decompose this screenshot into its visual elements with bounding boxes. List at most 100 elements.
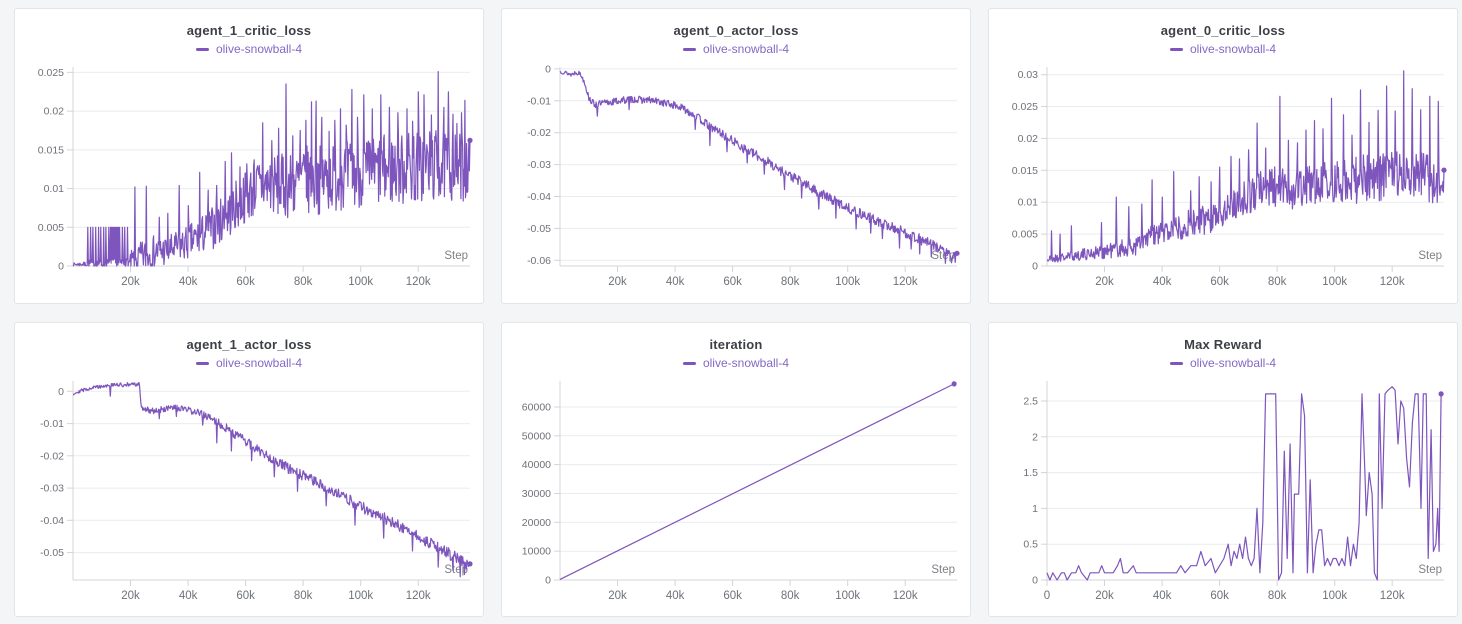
y-tick-label: 2	[1032, 431, 1038, 443]
y-tick-label: 0.025	[38, 67, 64, 79]
x-axis-step-label: Step	[444, 564, 468, 576]
legend-run-label: olive-snowball-4	[215, 42, 303, 56]
x-axis-step-label: Step	[1418, 564, 1442, 576]
y-tick-label: 0	[58, 261, 64, 273]
series-line	[72, 71, 471, 267]
y-tick-label: -0.03	[40, 483, 64, 495]
chart-svg[interactable]: 0 0.5 1 1.5 2 2.5 0 20k 40k 60k 80k 100k 120k Step	[989, 373, 1457, 611]
x-tick-label: 40k	[666, 590, 685, 602]
legend-item[interactable]: olive-snowball-4	[15, 41, 483, 57]
x-tick-label: 40k	[179, 590, 198, 602]
x-tick-label: 100k	[1322, 590, 1347, 602]
legend-run-label: olive-snowball-4	[1189, 42, 1277, 56]
line-chart-plot-area[interactable]: 0 0.5 1 1.5 2 2.5 0 20k 40k 60k 80k 100k 120k Step	[989, 373, 1457, 611]
y-tick-label: 0.02	[1018, 133, 1039, 145]
x-tick-label: 40k	[1153, 590, 1172, 602]
legend-item[interactable]: olive-snowball-4	[15, 355, 483, 371]
y-tick-label: 0.025	[1012, 101, 1038, 113]
legend-run-label: olive-snowball-4	[215, 356, 303, 370]
legend-run-label: olive-snowball-4	[702, 42, 790, 56]
legend-swatch-icon	[195, 361, 209, 365]
y-tick-label: -0.01	[527, 95, 551, 107]
x-tick-label: 80k	[1268, 276, 1287, 288]
legend-swatch-icon	[682, 361, 696, 365]
y-tick-label: -0.05	[527, 223, 551, 235]
chart-svg[interactable]: 0 0.005 0.01 0.015 0.02 0.025 20k 40k 60k 80k 100k…	[15, 59, 483, 297]
legend-item[interactable]: olive-snowball-4	[989, 355, 1457, 371]
y-tick-label: 0	[1032, 575, 1038, 587]
x-tick-label: 0	[1044, 590, 1050, 602]
line-chart-plot-area[interactable]: 0 10000 20000 30000 40000 50000 60000 20k 40k 60k…	[502, 373, 970, 611]
legend-run-label: olive-snowball-4	[1189, 356, 1277, 370]
x-tick-label: 120k	[406, 590, 431, 602]
x-tick-label: 100k	[1322, 276, 1347, 288]
chart-panel-max-reward: Max Reward olive-snowball-4 0 0.5 1 1.5 2 2.5…	[988, 322, 1458, 617]
chart-title: iteration	[709, 337, 763, 352]
series-line	[1046, 70, 1445, 263]
chart-svg[interactable]: 0 -0.01 -0.02 -0.03 -0.04 -0.05 -0.06 20k 40k 60k…	[502, 59, 970, 297]
y-tick-label: 0	[58, 386, 64, 398]
x-tick-label: 100k	[348, 276, 373, 288]
x-tick-label: 40k	[666, 276, 685, 288]
x-tick-label: 20k	[121, 276, 140, 288]
x-tick-label: 80k	[781, 590, 800, 602]
x-tick-label: 100k	[348, 590, 373, 602]
x-tick-label: 60k	[1210, 276, 1229, 288]
y-tick-label: 30000	[522, 488, 551, 500]
x-tick-label: 120k	[893, 590, 918, 602]
y-tick-label: 0.01	[1018, 197, 1039, 209]
x-tick-label: 40k	[179, 276, 198, 288]
y-tick-label: 0	[545, 575, 551, 587]
x-tick-label: 60k	[236, 276, 255, 288]
x-tick-label: 20k	[1095, 276, 1114, 288]
line-chart-plot-area[interactable]: 0 -0.01 -0.02 -0.03 -0.04 -0.05 20k 40k 60k 80k 10…	[15, 373, 483, 611]
y-tick-label: -0.01	[40, 418, 64, 430]
x-tick-label: 20k	[1095, 590, 1114, 602]
y-tick-label: 0.015	[1012, 165, 1038, 177]
line-chart-plot-area[interactable]: 0 0.005 0.01 0.015 0.02 0.025 0.03 20k 40k 60k 80k…	[989, 59, 1457, 297]
y-tick-label: 1	[1032, 503, 1038, 515]
chart-svg[interactable]: 0 0.005 0.01 0.015 0.02 0.025 0.03 20k 40k 60k 80k…	[989, 59, 1457, 297]
x-axis-step-label: Step	[444, 250, 468, 262]
x-axis-step-label: Step	[931, 564, 955, 576]
legend-swatch-icon	[195, 47, 209, 51]
legend-run-label: olive-snowball-4	[702, 356, 790, 370]
chart-panel-agent-1-actor-loss: agent_1_actor_loss olive-snowball-4 0 -0.…	[14, 322, 484, 617]
y-tick-label: 2.5	[1023, 396, 1038, 408]
x-tick-label: 20k	[608, 590, 627, 602]
x-tick-label: 60k	[723, 276, 742, 288]
legend-swatch-icon	[682, 47, 696, 51]
x-tick-label: 40k	[1153, 276, 1172, 288]
x-tick-label: 60k	[1210, 590, 1229, 602]
legend-item[interactable]: olive-snowball-4	[502, 355, 970, 371]
series-end-dot	[467, 561, 473, 567]
chart-svg[interactable]: 0 -0.01 -0.02 -0.03 -0.04 -0.05 20k 40k 60k 80k 10…	[15, 373, 483, 611]
line-chart-plot-area[interactable]: 0 0.005 0.01 0.015 0.02 0.025 20k 40k 60k 80k 100k…	[15, 59, 483, 297]
chart-title: agent_1_actor_loss	[186, 337, 312, 352]
series-line	[559, 70, 958, 264]
line-chart-plot-area[interactable]: 0 -0.01 -0.02 -0.03 -0.04 -0.05 -0.06 20k 40k 60k…	[502, 59, 970, 297]
series-end-dot	[1438, 391, 1444, 397]
legend-item[interactable]: olive-snowball-4	[502, 41, 970, 57]
x-tick-label: 80k	[294, 276, 313, 288]
y-tick-label: 0	[545, 63, 551, 75]
y-tick-label: -0.03	[527, 159, 551, 171]
chart-panel-agent-0-actor-loss: agent_0_actor_loss olive-snowball-4 0 -0.…	[501, 8, 971, 304]
series-line	[1046, 386, 1442, 581]
legend-item[interactable]: olive-snowball-4	[989, 41, 1457, 57]
x-tick-label: 80k	[781, 276, 800, 288]
series-end-dot	[954, 250, 960, 256]
series-line	[73, 382, 471, 578]
y-tick-label: -0.06	[527, 255, 551, 267]
x-tick-label: 100k	[835, 276, 860, 288]
y-tick-label: 0.02	[44, 106, 65, 118]
y-tick-label: 50000	[522, 430, 551, 442]
x-tick-label: 100k	[835, 590, 860, 602]
series-end-dot	[467, 137, 473, 143]
y-tick-label: 60000	[522, 402, 551, 414]
y-tick-label: 0.005	[38, 222, 64, 234]
y-tick-label: -0.04	[40, 515, 64, 527]
chart-svg[interactable]: 0 10000 20000 30000 40000 50000 60000 20k 40k 60k…	[502, 373, 970, 611]
legend-swatch-icon	[1169, 47, 1183, 51]
